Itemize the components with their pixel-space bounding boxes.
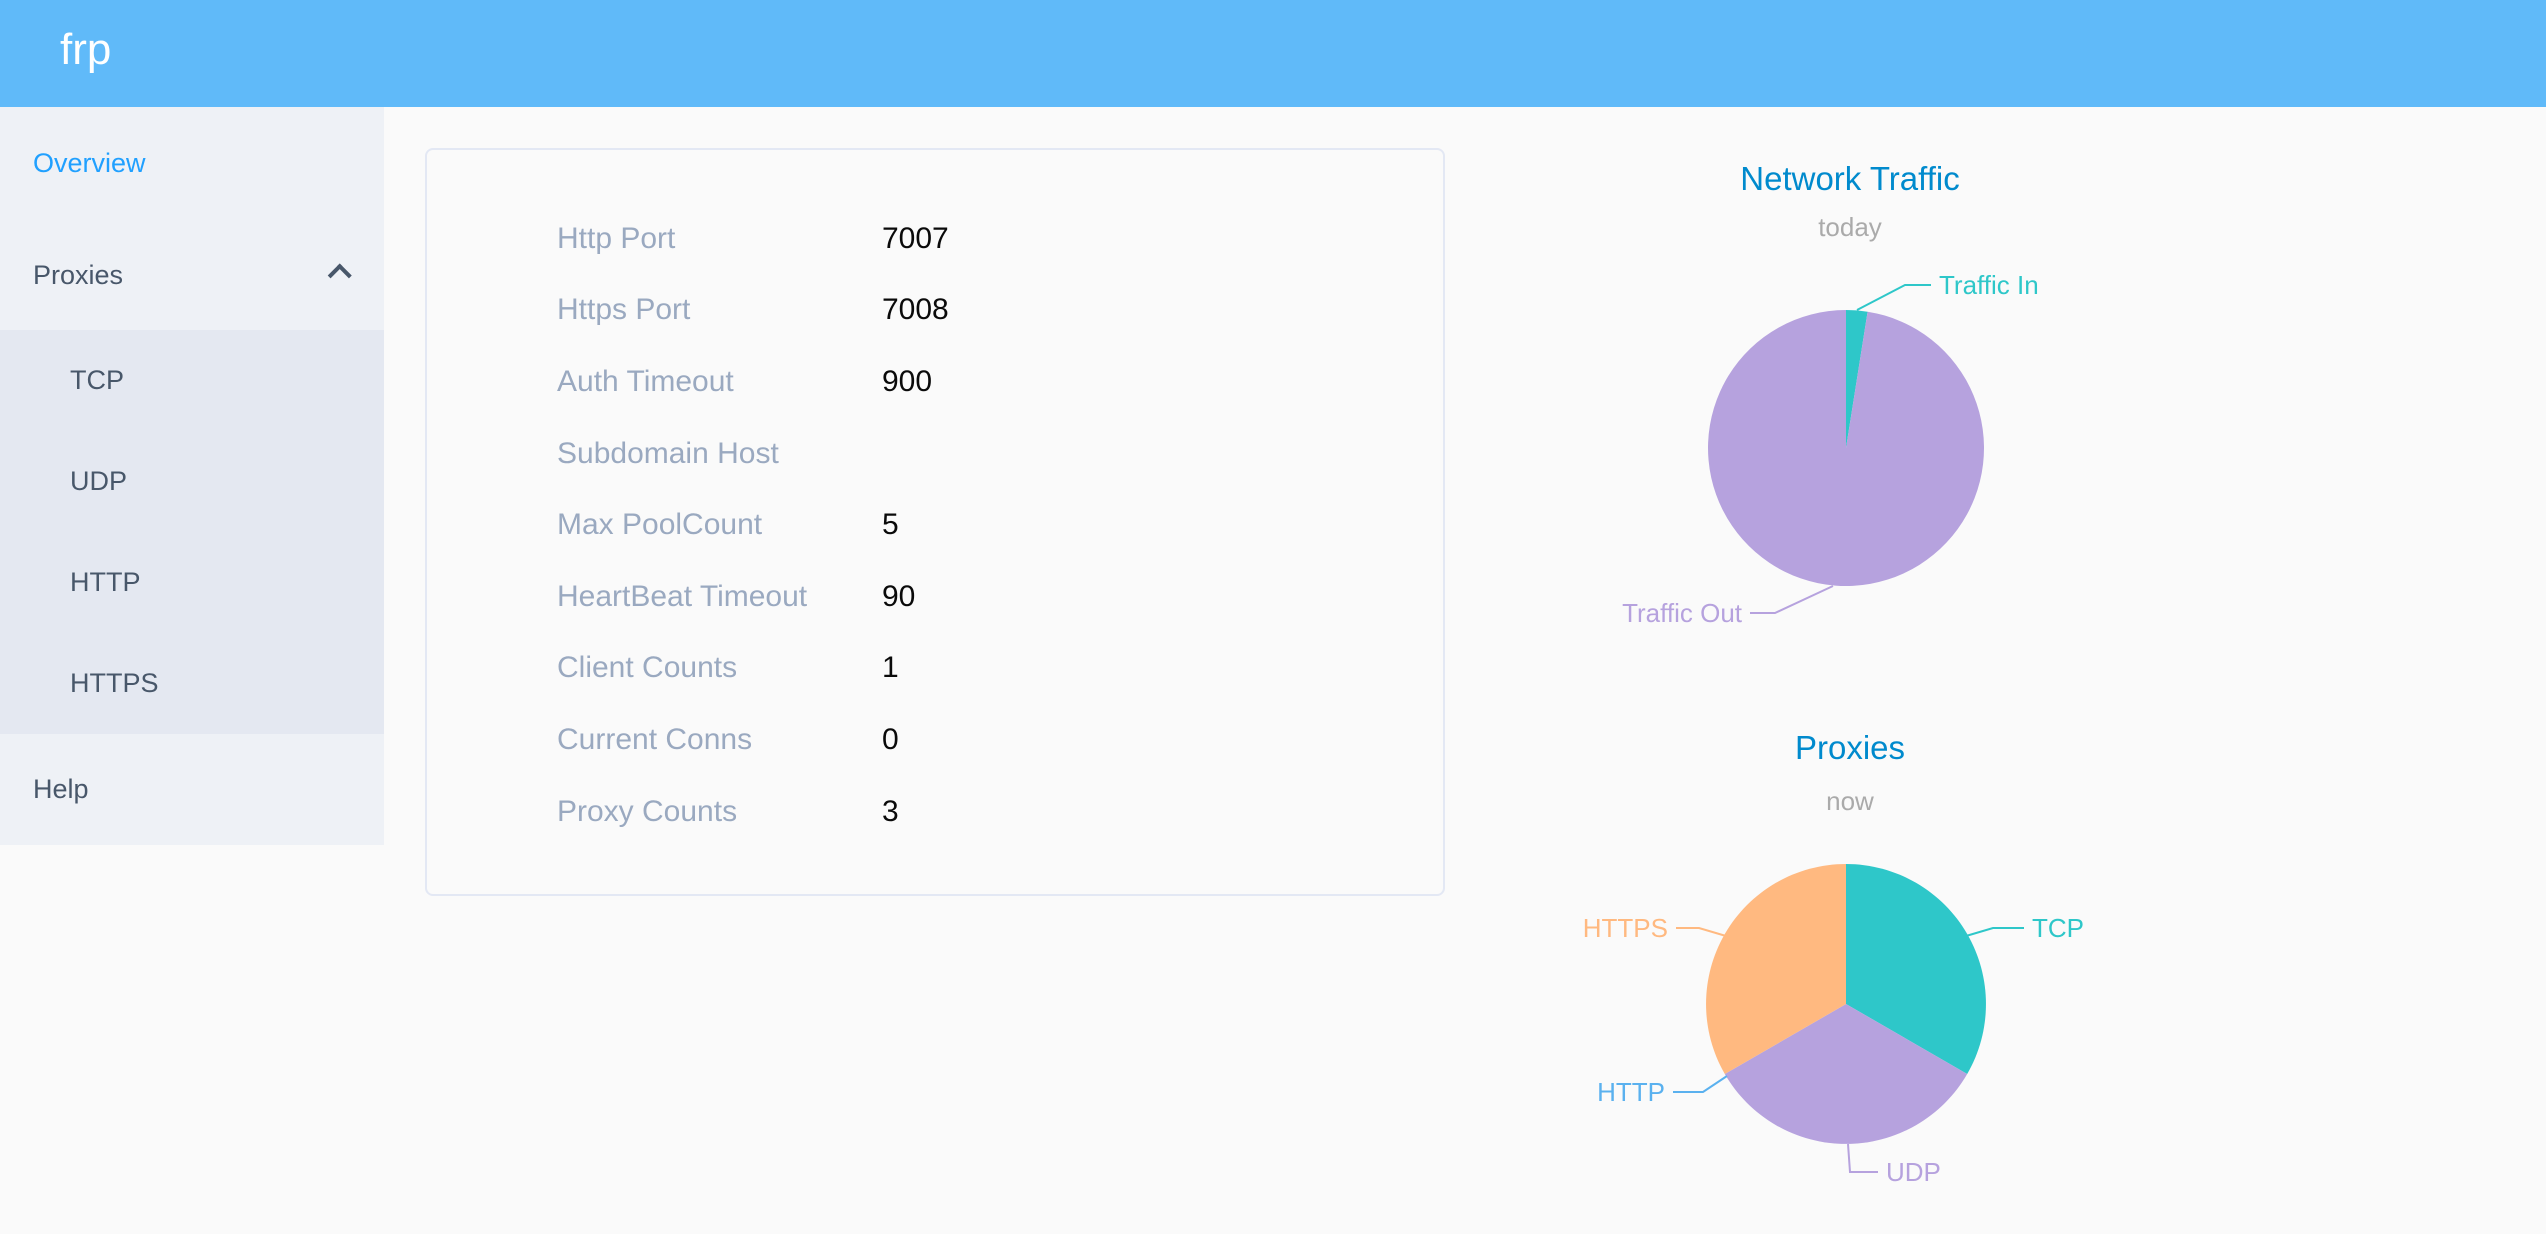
pie-label-tcp: TCP [2032, 913, 2084, 943]
row-label: Client Counts [557, 651, 738, 685]
sidebar-item-label: HTTP [70, 567, 141, 597]
row-label: HeartBeat Timeout [557, 579, 808, 613]
header: frp [0, 0, 2546, 107]
pie-label-leader-line [1676, 927, 1727, 937]
sidebar-item-https[interactable]: HTTPS [0, 633, 384, 734]
pie-slice-traffic-out[interactable] [1708, 310, 1985, 586]
pie-label-leader-line [1965, 927, 2024, 937]
row-value: 900 [882, 364, 933, 398]
table-row: Max PoolCount 5 [427, 489, 1443, 561]
row-label: Auth Timeout [557, 364, 734, 398]
table-row: Http Port 7007 [427, 203, 1443, 275]
sidebar-item-overview[interactable]: Overview [0, 107, 384, 220]
chart-subtitle: today [1818, 212, 1882, 242]
row-label: Proxy Counts [557, 794, 738, 828]
table-row: Client Counts 1 [427, 633, 1443, 705]
row-value: 3 [882, 794, 899, 828]
sidebar-item-tcp[interactable]: TCP [0, 330, 384, 431]
pie-label-traffic-in: Traffic In [1939, 270, 2039, 300]
table-row: Https Port 7008 [427, 275, 1443, 347]
pie-label-https: HTTPS [1583, 913, 1668, 943]
pie-label-leader-line [1673, 1075, 1728, 1093]
server-info-card: Http Port 7007 Https Port 7008 Auth Time… [425, 148, 1445, 896]
server-info-table: Http Port 7007 Https Port 7008 Auth Time… [427, 203, 1443, 847]
proxies-submenu: TCP UDP HTTP HTTPS [0, 330, 384, 734]
network-traffic-pie: Traffic In Traffic Out [1622, 270, 2039, 628]
proxies-chart: TCP UDP HTTP HTTPS Proxies now [1540, 690, 2160, 1234]
network-traffic-chart: Traffic In Traffic Out Network Traffic to… [1540, 130, 2160, 690]
row-label: Max PoolCount [557, 508, 763, 542]
row-label: Http Port [557, 221, 676, 255]
row-value: 1 [882, 651, 899, 685]
row-value: 7007 [882, 221, 949, 255]
table-row: Current Conns 0 [427, 704, 1443, 776]
row-label: Subdomain Host [557, 436, 779, 470]
pie-label-traffic-out: Traffic Out [1622, 598, 1743, 628]
row-value: 7008 [882, 293, 949, 327]
pie-slice-tcp[interactable] [1846, 864, 1986, 1074]
pie-label-leader-line [1856, 284, 1931, 311]
sidebar-item-udp[interactable]: UDP [0, 431, 384, 532]
pie-label-http: HTTP [1597, 1077, 1665, 1107]
row-value: 90 [882, 579, 916, 613]
table-row: HeartBeat Timeout 90 [427, 561, 1443, 633]
chart-subtitle: now [1826, 786, 1874, 816]
sidebar-item-proxies[interactable]: Proxies [0, 220, 384, 330]
row-label: Current Conns [557, 722, 753, 756]
sidebar-item-label: Proxies [33, 259, 124, 290]
table-row: Subdomain Host [427, 418, 1443, 490]
pie-label-leader-line [1750, 585, 1834, 614]
row-value: 5 [882, 508, 899, 542]
chevron-up-icon [327, 262, 352, 288]
sidebar-item-help[interactable]: Help [0, 734, 384, 845]
sidebar-item-label: Overview [33, 148, 146, 178]
sidebar-item-label: UDP [70, 466, 128, 496]
pie-slice-traffic-in[interactable] [1846, 310, 1868, 448]
pie-label-udp: UDP [1886, 1157, 1941, 1187]
sidebar-item-label: HTTPS [70, 668, 159, 698]
app-logo: frp [60, 25, 112, 74]
sidebar-item-http[interactable]: HTTP [0, 532, 384, 633]
table-row: Auth Timeout 900 [427, 346, 1443, 418]
pie-slice-udp[interactable] [1724, 1004, 1968, 1144]
sidebar: Overview Proxies TCP UDP HTTP HTTPS Help [0, 107, 384, 845]
chart-title: Proxies [1794, 729, 1906, 766]
proxies-pie: TCP UDP HTTP HTTPS [1583, 864, 2084, 1187]
chart-title: Network Traffic [1740, 160, 1960, 197]
row-label: Https Port [557, 293, 691, 327]
sidebar-item-label: TCP [70, 365, 124, 395]
pie-label-leader-line [1847, 1143, 1878, 1173]
sidebar-item-label: Help [33, 774, 89, 804]
pie-slice-https[interactable] [1706, 864, 1846, 1074]
table-row: Proxy Counts 3 [427, 776, 1443, 848]
row-value: 0 [882, 722, 899, 756]
